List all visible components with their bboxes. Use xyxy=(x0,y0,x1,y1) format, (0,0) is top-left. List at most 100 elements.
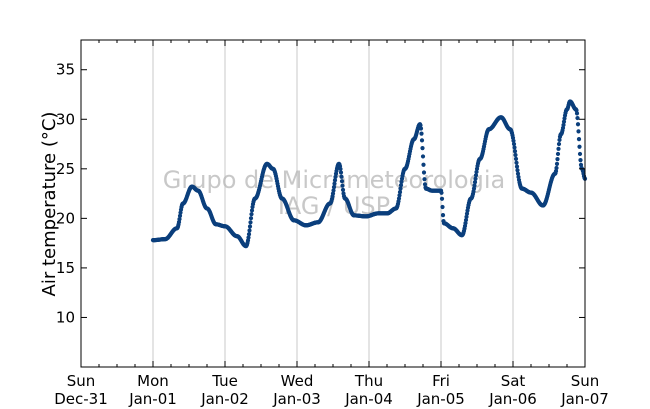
data-point xyxy=(331,185,337,190)
data-point xyxy=(418,123,423,128)
data-point xyxy=(440,213,446,218)
data-point xyxy=(339,174,344,179)
x-tick-label-date: Dec-31 xyxy=(54,390,108,408)
data-point xyxy=(557,137,562,143)
data-point xyxy=(246,232,252,237)
data-point xyxy=(577,144,582,149)
data-point xyxy=(339,179,345,184)
data-point xyxy=(554,165,559,171)
data-point xyxy=(340,187,346,192)
x-tick-label-day: Sun xyxy=(67,372,96,390)
data-point xyxy=(515,168,520,173)
data-point xyxy=(512,149,518,154)
x-tick-label-date: Jan-06 xyxy=(488,390,537,408)
data-point xyxy=(247,228,252,233)
data-point xyxy=(473,176,478,181)
data-point xyxy=(576,129,581,134)
data-point xyxy=(247,224,253,229)
data-point xyxy=(472,180,478,185)
data-point xyxy=(330,191,336,196)
y-tick-label: 10 xyxy=(56,308,75,326)
data-point xyxy=(576,136,582,142)
data-point xyxy=(561,122,566,128)
data-point xyxy=(561,119,567,124)
grid-lines xyxy=(152,40,514,367)
data-point xyxy=(575,115,580,121)
data-points xyxy=(150,99,588,249)
data-point xyxy=(577,151,583,157)
data-point xyxy=(248,220,253,225)
data-point xyxy=(554,161,560,166)
data-point xyxy=(474,169,479,175)
y-tick-label: 35 xyxy=(56,61,75,79)
data-point xyxy=(177,216,182,222)
data-point xyxy=(420,154,426,159)
x-tick-label-date: Jan-03 xyxy=(272,390,321,408)
data-point xyxy=(420,146,425,151)
data-point xyxy=(421,162,426,167)
data-point xyxy=(421,170,427,175)
data-point xyxy=(422,177,427,182)
data-point xyxy=(398,186,403,191)
data-point xyxy=(340,183,345,188)
data-point xyxy=(555,151,561,157)
x-tick-label-day: Thu xyxy=(354,372,383,390)
data-point xyxy=(440,204,445,210)
data-point xyxy=(464,214,469,219)
data-point xyxy=(333,174,338,179)
data-point xyxy=(513,152,518,158)
x-tick-label-date: Jan-05 xyxy=(416,390,465,408)
x-tick-label-date: Jan-02 xyxy=(200,390,249,408)
data-point xyxy=(398,183,404,188)
data-point xyxy=(511,138,516,143)
x-tick-label-day: Mon xyxy=(137,372,169,390)
data-point xyxy=(515,171,521,176)
data-point xyxy=(399,179,404,184)
data-point xyxy=(464,211,470,216)
data-point xyxy=(397,189,403,195)
data-point xyxy=(578,158,583,163)
data-point xyxy=(514,164,520,169)
data-point xyxy=(471,186,477,191)
y-tick-label: 15 xyxy=(56,259,75,277)
x-tick-label-date: Jan-07 xyxy=(560,390,609,408)
data-point xyxy=(463,221,468,226)
data-point xyxy=(177,213,183,218)
y-tick-label: 20 xyxy=(56,209,75,227)
data-point xyxy=(331,188,336,193)
data-point xyxy=(397,193,402,198)
data-point xyxy=(513,156,519,162)
data-point xyxy=(249,208,255,213)
y-axis-ticks: 10 15 20 25 30 35 xyxy=(56,61,585,326)
data-point xyxy=(332,181,337,186)
data-point xyxy=(556,146,561,151)
data-point xyxy=(338,170,344,175)
x-tick-label-day: Wed xyxy=(281,372,314,390)
y-axis-label: Air temperature (°C) xyxy=(39,112,60,297)
data-point xyxy=(396,196,402,201)
data-point xyxy=(422,182,428,187)
y-tick-label: 30 xyxy=(56,110,75,128)
data-point xyxy=(332,178,338,183)
data-point xyxy=(472,183,477,188)
x-tick-label-day: Tue xyxy=(211,372,238,390)
data-point xyxy=(575,122,581,127)
x-tick-label-date: Jan-01 xyxy=(128,390,177,408)
data-point xyxy=(553,169,559,174)
data-point xyxy=(514,160,519,165)
data-point xyxy=(511,141,517,147)
x-tick-label-day: Fri xyxy=(432,372,450,390)
data-point xyxy=(512,145,517,150)
data-point xyxy=(555,156,560,162)
data-point xyxy=(338,166,343,172)
data-point xyxy=(246,235,251,240)
data-point xyxy=(419,138,425,143)
y-tick-label: 25 xyxy=(56,160,75,178)
data-point xyxy=(249,212,254,217)
data-point xyxy=(439,190,444,195)
data-point xyxy=(248,216,254,221)
data-point xyxy=(439,196,445,201)
